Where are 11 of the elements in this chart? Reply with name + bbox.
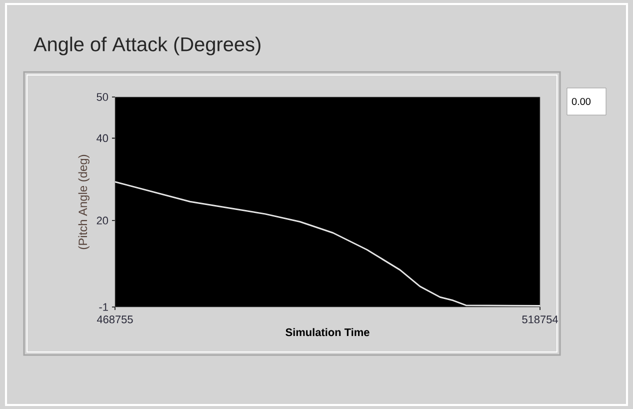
y-tick-label: 50 [96,93,108,101]
chart-title: Angle of Attack (Degrees) [34,36,260,56]
text: 0.00 [572,98,591,106]
y-tick-label: -1 [99,303,108,311]
y-tick-label: 20 [96,216,108,224]
y-axis-title: (Pitch Angle (deg) [78,154,90,250]
y-tick-label: 40 [96,134,108,142]
x-tick-label: 468755 [96,316,133,324]
line-series [115,181,540,307]
x-tick-label: 518754 [522,316,558,324]
x-axis-title: Simulation Time [286,328,370,336]
